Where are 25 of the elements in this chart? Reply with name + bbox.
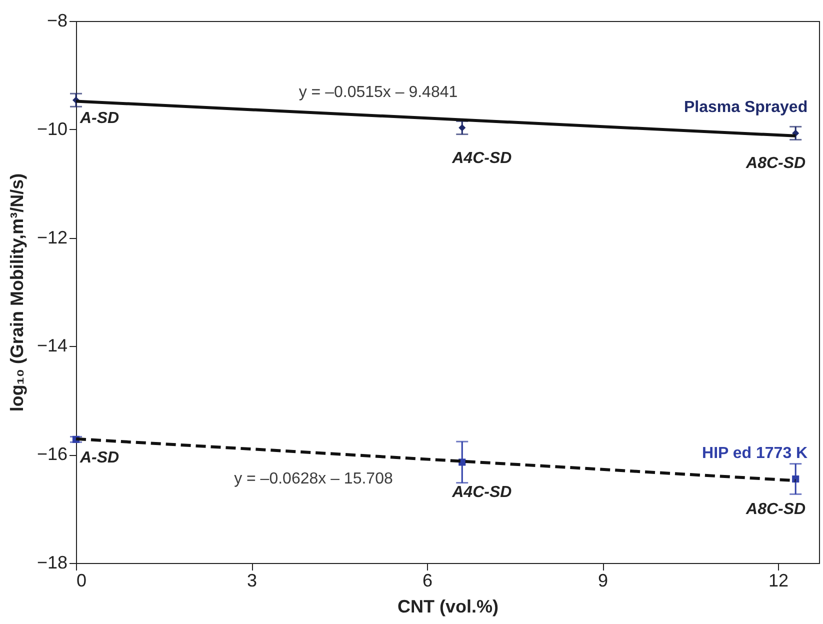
x-tick-label: 6 bbox=[422, 570, 433, 590]
y-tick-label: −18 bbox=[36, 552, 68, 572]
data-label: A4C-SD bbox=[451, 484, 512, 502]
y-tick-label: −12 bbox=[36, 227, 68, 248]
point bbox=[792, 475, 800, 483]
series-label: y = –0.0628x – 15.708 bbox=[234, 470, 393, 488]
y-tick-label: −8 bbox=[46, 10, 68, 30]
y-tick-label: −14 bbox=[36, 336, 68, 356]
data-label: A4C-SD bbox=[451, 150, 512, 167]
data-label: A-SD bbox=[79, 110, 120, 128]
data-label: A-SD bbox=[79, 449, 120, 466]
y-axis-title: log₁₀ (Grain Mobility,m³/N/s) bbox=[6, 173, 27, 412]
data-label: A8C-SD bbox=[745, 155, 806, 172]
x-tick-label: 9 bbox=[598, 570, 608, 590]
x-tick-label: 12 bbox=[768, 570, 789, 590]
y-tick-label: −10 bbox=[36, 118, 68, 139]
series-label: HIP ed 1773 K bbox=[702, 444, 808, 462]
x-tick-label: 3 bbox=[247, 570, 258, 590]
x-tick-label: 0 bbox=[76, 570, 87, 590]
point bbox=[458, 124, 466, 132]
data-label: A8C-SD bbox=[745, 500, 806, 518]
series-label: Plasma Sprayed bbox=[684, 99, 808, 116]
x-axis-title: CNT (vol.%) bbox=[398, 596, 498, 616]
y-tick-label: −16 bbox=[36, 444, 68, 464]
series-label: y = –0.0515x – 9.4841 bbox=[298, 84, 458, 101]
